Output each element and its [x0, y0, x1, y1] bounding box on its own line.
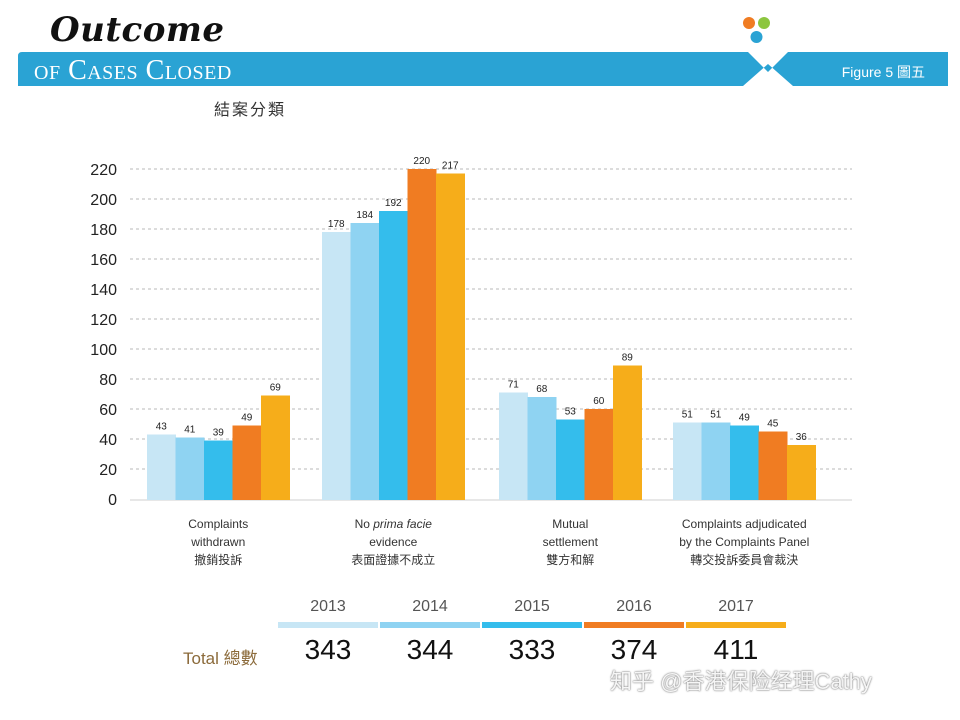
- y-tick-label: 120: [90, 312, 117, 329]
- bar: [147, 434, 176, 500]
- y-tick-label: 0: [108, 492, 117, 509]
- category-label: evidence: [369, 535, 417, 549]
- total-value: 344: [406, 634, 454, 665]
- data-label: 45: [767, 419, 779, 430]
- year-color-bar: [380, 622, 480, 628]
- data-label: 39: [213, 428, 225, 439]
- y-tick-label: 40: [99, 432, 117, 449]
- bar: [350, 223, 380, 500]
- year-label: 2016: [616, 598, 652, 615]
- bar: [673, 422, 702, 500]
- bar: [379, 211, 408, 500]
- year-label: 2014: [412, 598, 448, 615]
- category-label: by the Complaints Panel: [679, 535, 809, 549]
- category-label: No prima facie: [355, 517, 433, 531]
- data-label: 41: [184, 425, 196, 436]
- category-label: 轉交投訴委員會裁決: [690, 552, 798, 567]
- page-subtitle: of Cases Closed: [34, 55, 232, 86]
- data-label: 89: [622, 353, 634, 364]
- bar: [436, 173, 465, 500]
- total-label: Total 總數: [183, 649, 258, 668]
- data-label: 217: [442, 161, 459, 172]
- year-label: 2013: [310, 598, 346, 615]
- data-label: 36: [796, 432, 808, 443]
- logo-dots-icon: [743, 17, 770, 43]
- bar: [556, 419, 585, 500]
- y-tick-label: 80: [99, 372, 117, 389]
- title-banner: [18, 52, 948, 86]
- data-label: 53: [565, 407, 577, 418]
- data-label: 220: [413, 156, 430, 167]
- data-label: 192: [385, 198, 402, 209]
- data-label: 51: [682, 410, 694, 421]
- category-label: settlement: [543, 535, 599, 549]
- bar: [204, 440, 233, 500]
- bar: [613, 365, 642, 500]
- y-tick-label: 220: [90, 162, 117, 179]
- total-value: 374: [610, 634, 658, 665]
- y-tick-label: 100: [90, 342, 117, 359]
- bar: [527, 397, 557, 500]
- category-label: 撤銷投訴: [194, 552, 242, 567]
- bar: [584, 409, 614, 500]
- category-label: 雙方和解: [546, 552, 594, 567]
- year-label: 2015: [514, 598, 550, 615]
- data-label: 68: [536, 384, 548, 395]
- bar: [175, 437, 205, 500]
- data-label: 178: [328, 219, 345, 230]
- data-label: 49: [739, 413, 751, 424]
- category-label: Complaints: [188, 517, 248, 531]
- category-label: withdrawn: [190, 535, 245, 549]
- page-title: Outcome: [50, 10, 225, 50]
- chinese-title: 結案分類: [214, 102, 287, 119]
- bar: [701, 422, 731, 500]
- year-color-bar: [584, 622, 684, 628]
- bar: [407, 169, 437, 500]
- year-label: 2017: [718, 598, 754, 615]
- bar: [758, 431, 788, 500]
- watermark: 知乎 @香港保险经理Cathy: [610, 669, 872, 694]
- bar: [730, 425, 759, 500]
- y-tick-label: 180: [90, 222, 117, 239]
- year-color-bar: [278, 622, 378, 628]
- total-value: 343: [304, 634, 352, 665]
- year-legend: 2013 2014 2015 2016 2017: [278, 598, 788, 638]
- data-label: 49: [241, 413, 253, 424]
- y-tick-label: 200: [90, 192, 117, 209]
- total-value: 411: [713, 634, 759, 665]
- bar: [787, 445, 816, 500]
- bar: [232, 425, 262, 500]
- data-label: 60: [593, 396, 605, 407]
- bar: [499, 392, 528, 500]
- data-label: 71: [508, 380, 520, 391]
- category-label: Complaints adjudicated: [682, 517, 807, 531]
- bar: [261, 395, 290, 500]
- figure-label: Figure 5 圖五: [841, 64, 925, 80]
- category-label: 表面證據不成立: [351, 552, 435, 567]
- year-color-bar: [686, 622, 786, 628]
- data-label: 43: [156, 422, 168, 433]
- y-tick-label: 140: [90, 282, 117, 299]
- year-color-bar: [482, 622, 582, 628]
- y-tick-label: 160: [90, 252, 117, 269]
- y-tick-label: 60: [99, 402, 117, 419]
- category-label: Mutual: [552, 517, 588, 531]
- data-label: 51: [710, 410, 722, 421]
- data-label: 184: [356, 210, 373, 221]
- total-value: 333: [508, 634, 556, 665]
- y-tick-label: 20: [99, 462, 117, 479]
- bar: [322, 232, 351, 500]
- data-label: 69: [270, 383, 282, 394]
